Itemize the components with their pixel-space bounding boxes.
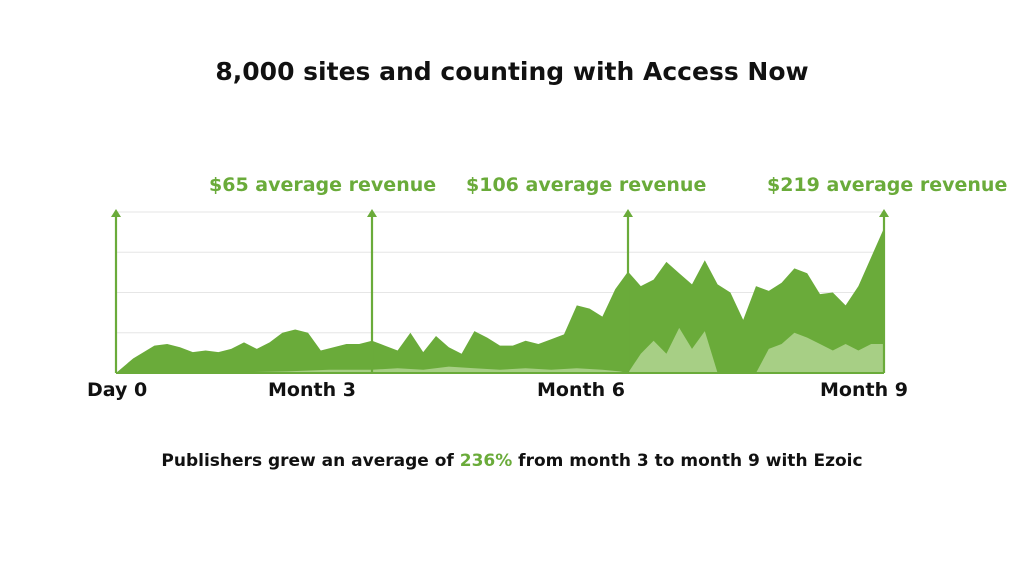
annotation-month3-revenue: $65 average revenue bbox=[209, 174, 437, 196]
x-tick-label-day0: Day 0 bbox=[87, 379, 148, 401]
chart-title: 8,000 sites and counting with Access Now bbox=[215, 57, 809, 86]
annotation-month6-revenue: $106 average revenue bbox=[466, 174, 707, 196]
annotation-arrows bbox=[111, 209, 889, 373]
x-tick-label-month6: Month 6 bbox=[537, 379, 625, 401]
annotation-month9-revenue: $219 average revenue bbox=[767, 174, 1008, 196]
series-area-light bbox=[116, 327, 884, 373]
series-areas bbox=[116, 228, 884, 373]
caption-highlight-percent: 236% bbox=[459, 451, 513, 471]
caption-text-before: Publishers grew an average of bbox=[161, 451, 460, 471]
x-tick-label-month9: Month 9 bbox=[820, 379, 908, 401]
series-area-dark bbox=[116, 228, 884, 373]
x-tick-label-month3: Month 3 bbox=[268, 379, 356, 401]
chart-caption: Publishers grew an average of 236% from … bbox=[0, 451, 1024, 471]
caption-text-after: from month 3 to month 9 with Ezoic bbox=[512, 451, 863, 471]
